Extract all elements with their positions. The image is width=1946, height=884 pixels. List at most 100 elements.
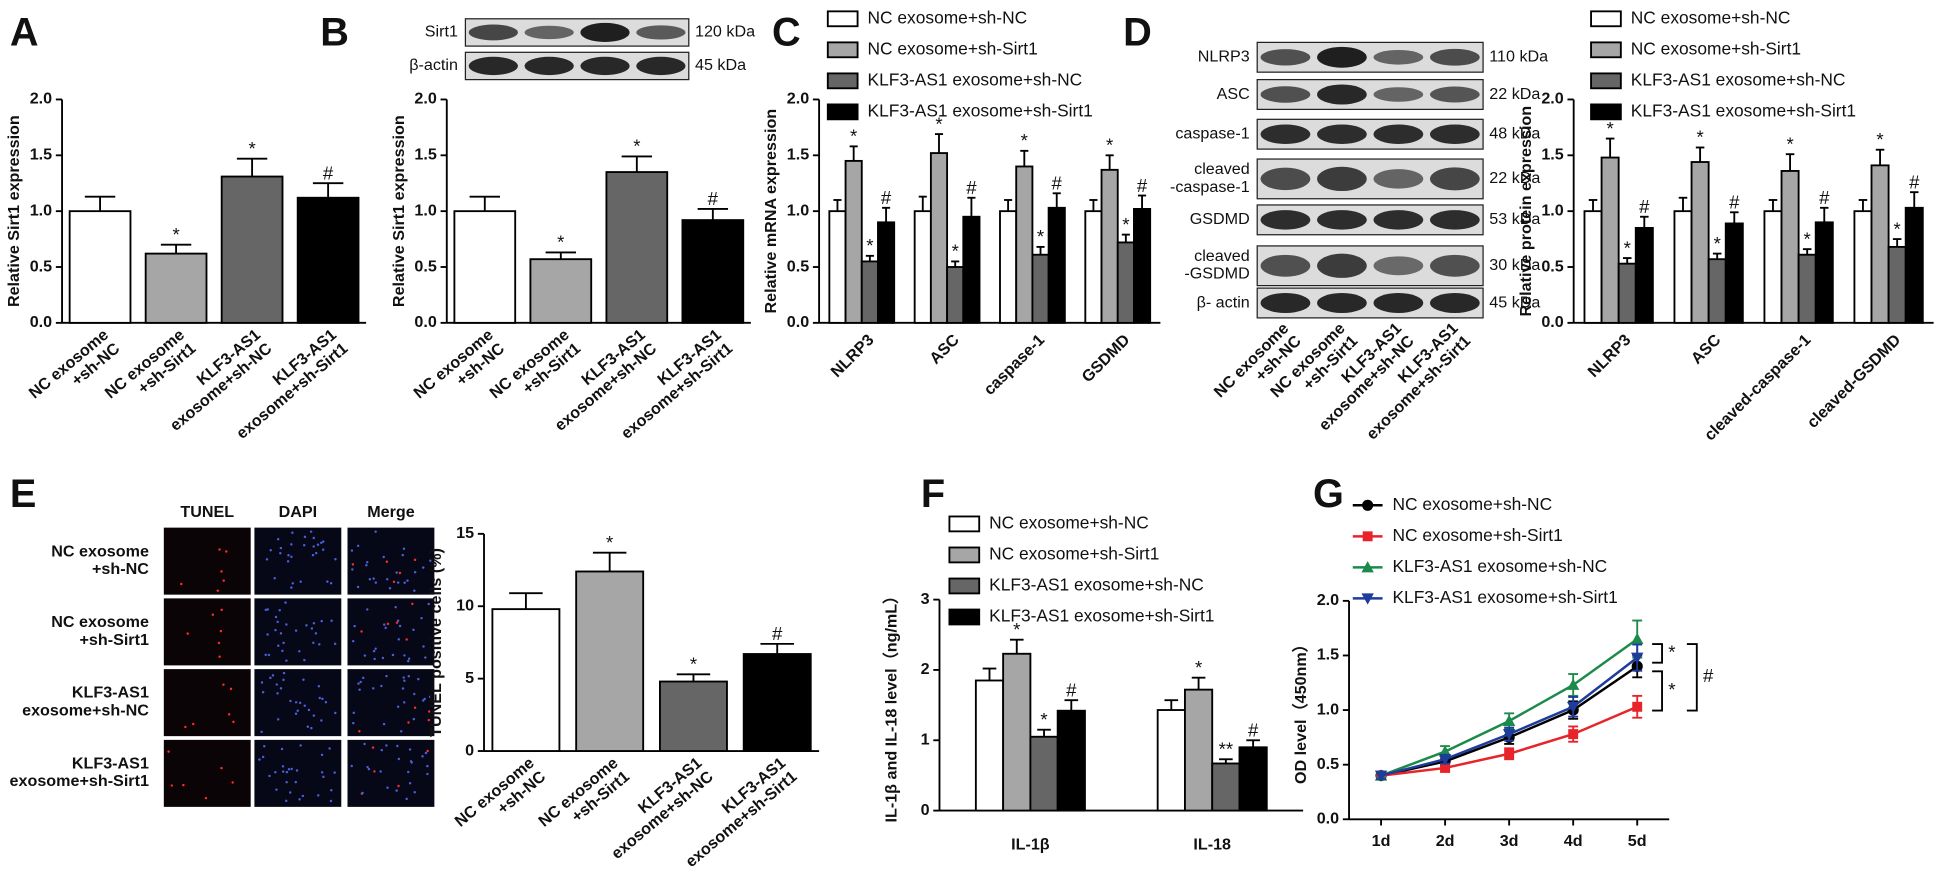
blot-band (524, 56, 574, 76)
cell-dot (417, 677, 420, 681)
y-tick-label: 0.0 (787, 313, 809, 331)
cell-dot (405, 638, 408, 641)
bar (860, 260, 879, 324)
significance-label: * (1876, 129, 1883, 150)
blot-band (1260, 293, 1311, 313)
point (1438, 754, 1452, 766)
cell-dot (381, 656, 385, 660)
bar (453, 210, 517, 324)
cell-dot (222, 683, 225, 686)
cell-dot (269, 676, 272, 680)
cell-dot (400, 730, 403, 733)
cell-dot (320, 771, 324, 774)
cell-dot (184, 725, 187, 729)
significance-label: * (952, 241, 959, 262)
blot-band (1317, 84, 1367, 105)
point (1631, 632, 1644, 645)
cell-dot (302, 544, 306, 547)
cell-dot (403, 679, 406, 683)
cell-dot (388, 586, 392, 590)
cell-dot (291, 531, 294, 534)
cell-dot (186, 632, 189, 635)
cell-dot (397, 638, 400, 641)
cell-dot (322, 775, 325, 779)
blot-size: 45 kDa (695, 56, 746, 74)
x-tick-label: 2d (1436, 832, 1455, 850)
bar (913, 210, 932, 324)
bar (681, 219, 745, 324)
cell-dot (167, 750, 170, 753)
significance-label: # (1639, 196, 1650, 217)
cell-dot (328, 747, 331, 750)
bar (1056, 709, 1086, 812)
blot-label: β-actin (409, 56, 458, 74)
bar (1780, 170, 1800, 324)
point (1502, 714, 1516, 726)
x-tick-label: IL-18 (1193, 836, 1231, 854)
cell-dot (216, 589, 220, 592)
cell-dot (413, 791, 416, 794)
y-tick-label: 2.0 (414, 90, 436, 108)
image-row-label: KLF3-AS1 exosome+sh-Sirt1 (10, 755, 149, 791)
cell-dot (296, 709, 299, 713)
cell-dot (282, 678, 285, 682)
y-axis-label: Relative protein expression (1517, 106, 1535, 317)
cell-dot (421, 566, 425, 569)
blot-size: 45 kDa (1489, 293, 1540, 311)
cell-dot (222, 579, 225, 582)
cell-dot (413, 570, 417, 574)
micrograph (163, 598, 251, 666)
y-tick-label: 0.0 (1541, 313, 1563, 331)
cell-dot (356, 585, 360, 589)
blot-label: Sirt1 (425, 23, 458, 41)
cell-dot (426, 764, 429, 768)
legend-label: KLF3-AS1 exosome+sh-NC (1631, 69, 1846, 89)
cell-dot (428, 695, 432, 699)
cell-dot (274, 628, 277, 632)
cell-dot (397, 784, 400, 788)
cell-dot (365, 561, 369, 564)
blot-band (1429, 210, 1480, 230)
cell-dot (218, 548, 221, 551)
cell-dot (314, 551, 318, 555)
bar (742, 653, 812, 752)
cell-dot (318, 643, 321, 646)
significance-label: * (1696, 127, 1703, 148)
y-tick-label: 1.0 (414, 201, 436, 219)
cell-dot (395, 789, 398, 792)
significance-bracket (1652, 670, 1663, 712)
y-tick-label: 1.5 (1541, 146, 1563, 164)
y-tick-label: 1.5 (787, 146, 809, 164)
cell-dot (290, 555, 293, 559)
blot-label: cleaved -GSDMD (1184, 247, 1249, 283)
legend-label: KLF3-AS1 exosome+sh-Sirt1 (868, 100, 1093, 120)
cell-dot (312, 545, 315, 548)
cell-dot (225, 550, 228, 553)
y-tick-label: 15 (456, 524, 474, 542)
cell-dot (267, 653, 271, 657)
cell-dot (352, 711, 356, 715)
legend-label: KLF3-AS1 exosome+sh-Sirt1 (1631, 100, 1856, 120)
cell-dot (429, 559, 432, 562)
blot-label: caspase-1 (1175, 124, 1249, 142)
x-tick-label: 4d (1564, 832, 1583, 850)
y-tick-label: 0.5 (787, 257, 809, 275)
cell-dot (333, 771, 336, 774)
panel-letter: G (1313, 472, 1344, 516)
cell-dot (280, 747, 284, 751)
x-tick-label: IL-1β (1011, 836, 1050, 854)
y-tick-label: 1.5 (30, 146, 52, 164)
cell-dot (407, 721, 410, 724)
blot-band (1260, 210, 1311, 230)
bar (1133, 207, 1152, 324)
cell-dot (290, 586, 293, 589)
cell-dot (366, 608, 369, 611)
cell-dot (286, 560, 290, 563)
blot-band (1317, 166, 1367, 192)
bar (1887, 245, 1907, 324)
cell-dot (219, 629, 223, 633)
blot-band (1317, 293, 1367, 313)
cell-dot (314, 632, 318, 635)
cell-dot (407, 657, 411, 661)
cell-dot (329, 581, 333, 585)
